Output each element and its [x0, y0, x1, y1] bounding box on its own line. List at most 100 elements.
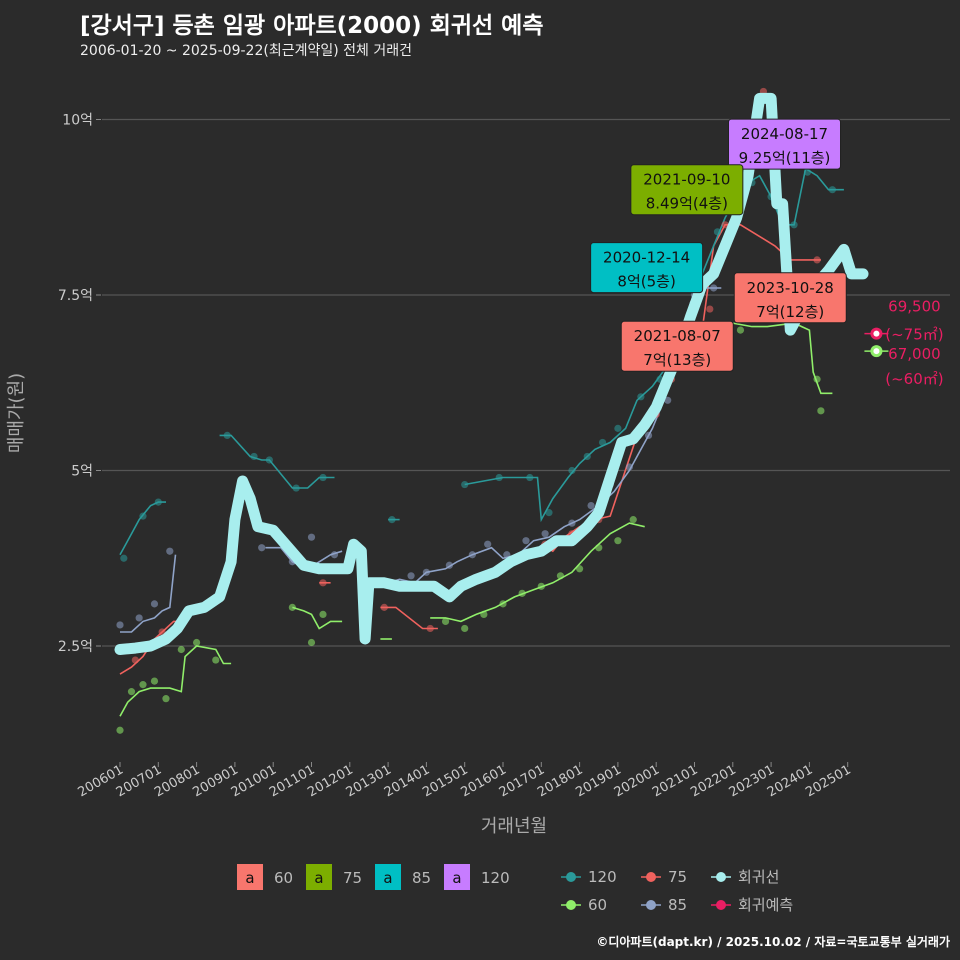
legend-label: 85 — [412, 869, 431, 887]
scatter-point — [388, 516, 396, 524]
series-line-85 — [120, 554, 177, 633]
legend-label: 120 — [481, 869, 510, 887]
legend-line-dot — [566, 900, 576, 910]
y-tick-label: 7.5억 — [58, 288, 93, 304]
scatter-point — [503, 551, 511, 559]
annotation-date: 2021-09-10 — [643, 171, 730, 189]
legend-glyph: a — [452, 869, 461, 887]
scatter-point — [468, 551, 476, 559]
scatter-point — [135, 614, 143, 622]
legend-line-dot — [566, 872, 576, 882]
series-line-120 — [119, 501, 166, 556]
annotation-labels: 2024-08-17 9.25억(11층) 2021-09-10 8.49억(4층) 2… — [590, 118, 847, 372]
legend-glyph: a — [245, 869, 254, 887]
scatter-point — [445, 561, 453, 569]
legend: a 60 a 75 a 85 a 120 120 75 회귀선 60 85 회귀예측 — [237, 864, 793, 914]
annotation-date: 2020-12-14 — [603, 249, 690, 267]
scatter-point — [116, 726, 124, 734]
scatter-point — [380, 603, 388, 611]
y-tick-label: 2.5억 — [58, 639, 93, 655]
scatter-point — [736, 326, 745, 334]
scatter-point — [803, 168, 812, 176]
scatter-point — [127, 688, 136, 696]
prediction-label: 67,000 — [888, 345, 941, 363]
scatter-point — [587, 502, 595, 510]
series-line-60 — [732, 322, 833, 395]
scatter-point — [625, 463, 633, 471]
legend-line-label: 회귀예측 — [738, 896, 793, 914]
scatter-point — [629, 516, 637, 524]
scatter-point — [541, 530, 549, 538]
scatter-point — [422, 568, 430, 576]
prediction-label: 69,500 — [888, 298, 941, 316]
scatter-point — [568, 466, 576, 475]
prediction-point-center — [873, 330, 880, 337]
scatter-point — [441, 617, 450, 626]
scatter-point — [120, 554, 128, 562]
legend-line-dot — [716, 872, 726, 882]
scatter-point — [614, 424, 622, 432]
scatter-point — [154, 498, 162, 506]
annotation-box — [590, 242, 704, 294]
scatter-point — [484, 540, 492, 548]
series-line-120 — [219, 434, 335, 489]
annotation-value: 9.25억(11층) — [739, 149, 831, 167]
series-lines — [119, 167, 844, 717]
annotation-date: 2023-10-28 — [747, 279, 834, 297]
scatter-point — [150, 677, 159, 685]
scatter-point — [319, 473, 327, 482]
scatter-point — [330, 551, 339, 559]
legend-label: 60 — [274, 869, 293, 887]
scatter-point — [288, 603, 296, 611]
scatter-point — [461, 480, 469, 489]
legend-line-label: 75 — [668, 868, 687, 886]
scatter-point — [258, 544, 266, 552]
scatter-point — [461, 624, 469, 633]
scatter-point — [150, 600, 159, 608]
annotation-box — [620, 320, 734, 372]
scatter-point — [537, 582, 545, 590]
scatter-point — [817, 407, 825, 415]
scatter-point — [499, 600, 507, 608]
scatter-point — [319, 579, 327, 587]
chart-title: [강서구] 등촌 임광 아파트(2000) 회귀선 예측 — [80, 13, 544, 39]
scatter-point — [292, 484, 300, 492]
legend-key-120 — [444, 864, 470, 890]
legend-line-label: 회귀선 — [738, 868, 779, 886]
x-axis-label: 거래년월 — [481, 816, 547, 837]
scatter-point — [644, 431, 653, 439]
regression-path — [114, 92, 869, 655]
scatter-point — [664, 396, 672, 404]
annotation-value: 8.49억(4층) — [646, 195, 728, 213]
scatter-point — [223, 431, 231, 439]
scatter-point — [162, 695, 170, 703]
scatter-point — [813, 256, 821, 264]
scatter-point — [568, 519, 576, 527]
annotation-date: 2024-08-17 — [741, 125, 828, 143]
scatter-point — [526, 473, 534, 482]
annotation-box — [630, 164, 744, 216]
scatter-point — [813, 375, 821, 383]
scatter-point — [721, 221, 729, 229]
series-line-60 — [430, 522, 645, 623]
scatter-point — [166, 547, 174, 555]
legend-line-label: 60 — [588, 896, 607, 914]
scatter-point — [790, 221, 798, 229]
scatter-point — [576, 565, 584, 573]
scatter-point — [480, 610, 488, 619]
y-tick-label: 5억 — [71, 464, 93, 480]
scatter-point — [250, 452, 258, 461]
scatter-point — [545, 509, 553, 517]
scatter-point — [177, 645, 185, 654]
legend-line-dot — [646, 900, 656, 910]
legend-glyph: a — [383, 869, 392, 887]
y-axis-ticks: 2.5억 5억 7.5억 10억 — [58, 113, 101, 655]
scatter-points — [116, 87, 836, 734]
scatter-point — [495, 473, 503, 482]
annotation-box — [728, 118, 842, 170]
scatter-point — [595, 544, 603, 552]
legend-line-label: 85 — [668, 896, 687, 914]
scatter-point — [265, 456, 273, 464]
chart-subtitle: 2006-01-20 ~ 2025-09-22(최근계약일) 전체 거래건 — [80, 43, 412, 59]
